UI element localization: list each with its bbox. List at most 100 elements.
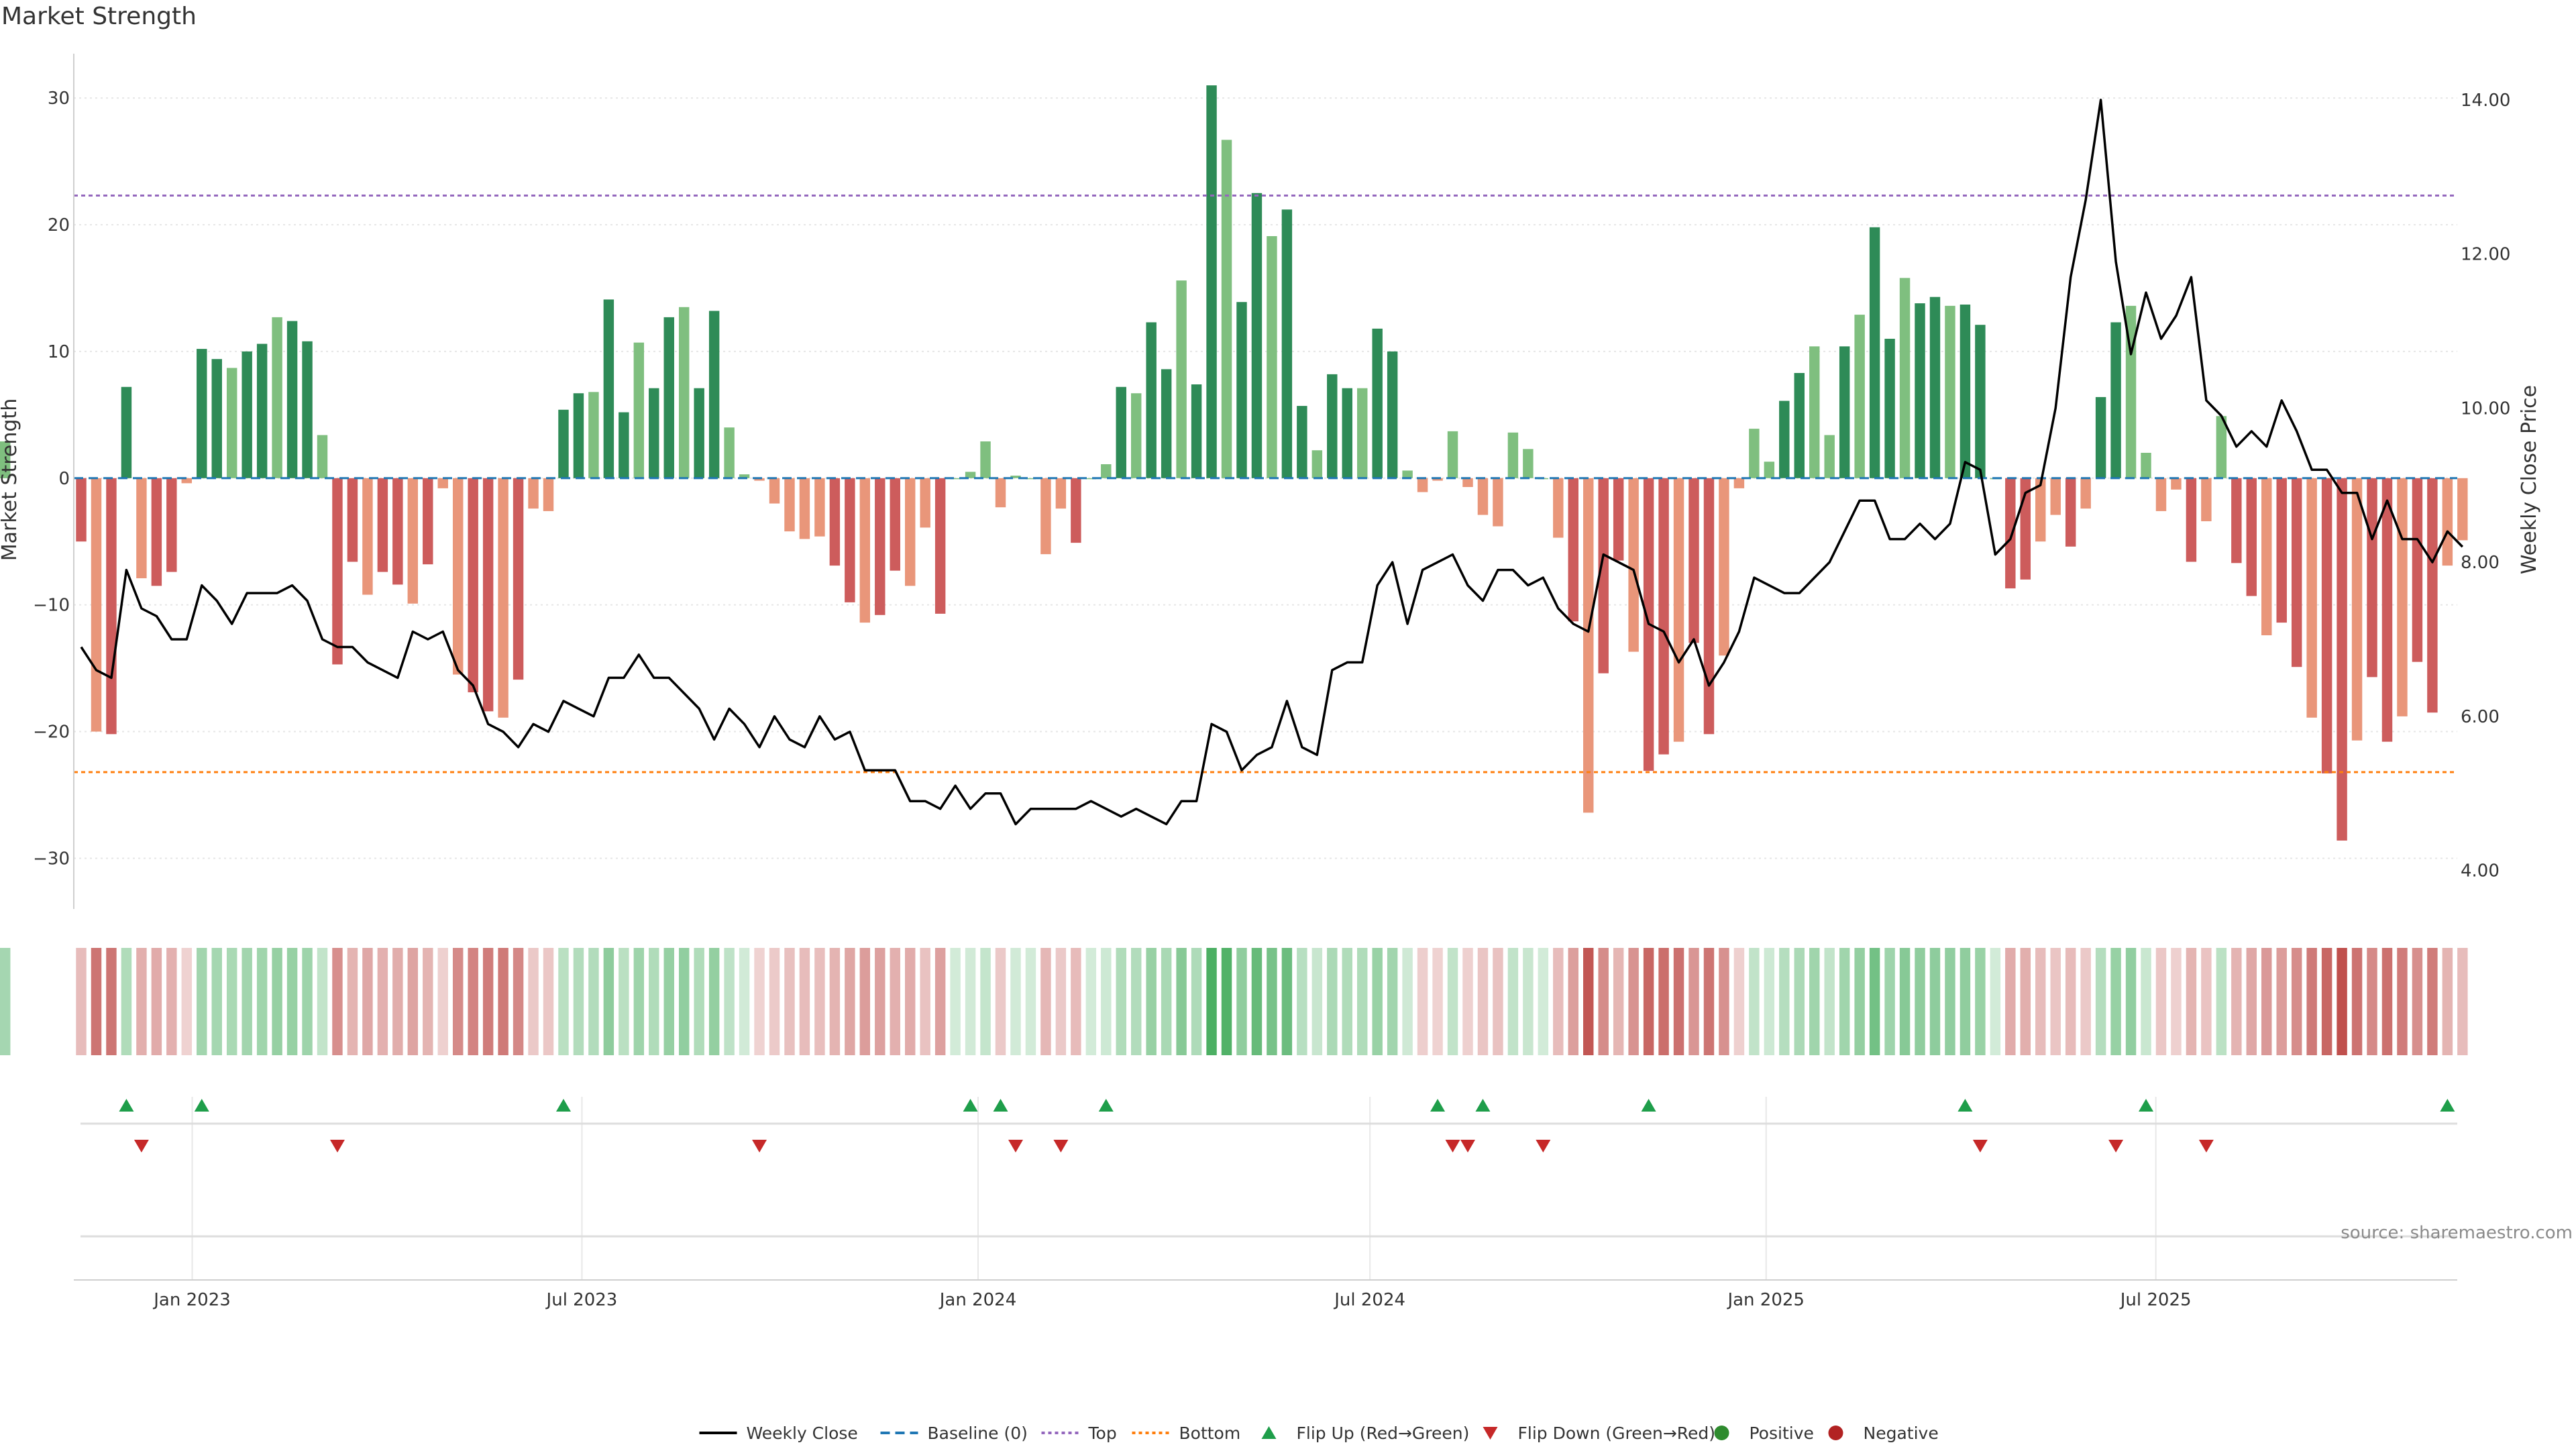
- heat-cell: [588, 948, 599, 1055]
- y-tick-label: −10: [33, 596, 70, 616]
- strength-bar: [1281, 209, 1293, 478]
- strength-bar: [407, 478, 419, 604]
- heat-cell: [2442, 948, 2453, 1055]
- strength-bar: [272, 317, 282, 478]
- heat-cell: [950, 948, 961, 1055]
- heat-cell: [1673, 948, 1684, 1055]
- strength-bar: [1477, 478, 1489, 515]
- strength-bar: [1628, 478, 1639, 652]
- strength-bar: [934, 478, 946, 614]
- heat-cell: [2337, 948, 2347, 1055]
- heat-cell: [739, 948, 750, 1055]
- strength-bar: [2155, 478, 2167, 511]
- heat-cell: [272, 948, 282, 1055]
- heat-cell: [619, 948, 629, 1055]
- heat-cell: [2291, 948, 2302, 1055]
- y2-tick-label: 12.00: [2461, 245, 2510, 265]
- strength-bar: [2216, 416, 2227, 478]
- heat-cell: [2397, 948, 2408, 1055]
- heat-cell: [1387, 948, 1398, 1055]
- strength-heat-band: [0, 948, 2468, 1055]
- heat-cell: [136, 948, 147, 1055]
- strength-bar: [814, 478, 825, 537]
- weekly-close-layer: [80, 99, 2464, 826]
- y-tick-label: 20: [48, 215, 70, 235]
- flip-up-marker: [555, 1099, 571, 1112]
- strength-bar: [2397, 478, 2408, 716]
- heat-cell: [2427, 948, 2438, 1055]
- heat-cell: [121, 948, 132, 1055]
- strength-bar: [920, 478, 930, 528]
- strength-bar: [226, 368, 237, 478]
- flip-up-marker: [194, 1099, 209, 1112]
- heat-cell: [498, 948, 508, 1055]
- heat-cell: [91, 948, 102, 1055]
- heat-cell: [678, 948, 690, 1055]
- heat-cell: [2321, 948, 2332, 1055]
- heat-cell: [934, 948, 946, 1055]
- strength-bar: [708, 311, 720, 478]
- strength-bar: [1598, 478, 1609, 674]
- heat-cell: [920, 948, 930, 1055]
- strength-bar: [1779, 400, 1790, 478]
- strength-bar: [2141, 453, 2151, 478]
- heat-cell: [2231, 948, 2242, 1055]
- strength-bar: [1809, 346, 1820, 478]
- heat-cell: [1809, 948, 1820, 1055]
- flip-up-marker: [993, 1099, 1008, 1112]
- strength-bar: [2261, 478, 2272, 635]
- strength-bar: [392, 478, 403, 585]
- strength-bar: [286, 321, 298, 478]
- heat-cell: [2005, 948, 2016, 1055]
- strength-bar: [468, 478, 478, 692]
- strength-bar: [904, 478, 916, 586]
- strength-bar: [362, 478, 373, 595]
- heat-cell: [1899, 948, 1911, 1055]
- strength-bar: [1131, 393, 1142, 478]
- heat-cell: [904, 948, 916, 1055]
- heat-cell: [1960, 948, 1971, 1055]
- y2-tick-label: 10.00: [2461, 398, 2510, 419]
- heat-cell: [1146, 948, 1157, 1055]
- strength-bar: [724, 427, 735, 478]
- heat-cell: [1432, 948, 1443, 1055]
- strength-bar: [1794, 373, 1805, 478]
- strength-bar: [1899, 278, 1911, 478]
- strength-bar: [1553, 478, 1564, 538]
- legend-label: Positive: [1750, 1424, 1814, 1443]
- strength-bar: [2306, 478, 2317, 718]
- heat-cell: [2276, 948, 2287, 1055]
- strength-bar: [482, 478, 494, 712]
- strength-bar: [573, 393, 584, 478]
- heat-cell: [106, 948, 117, 1055]
- strength-bar: [1658, 478, 1669, 755]
- heat-cell: [2351, 948, 2363, 1055]
- strength-bar: [1357, 388, 1368, 478]
- heat-cell: [468, 948, 478, 1055]
- source-note: source: sharemaestro.com: [2341, 1223, 2573, 1243]
- heat-cell: [1493, 948, 1503, 1055]
- legend-item: Baseline (0): [880, 1424, 1028, 1443]
- heat-cell: [1598, 948, 1609, 1055]
- strength-bar: [2095, 396, 2106, 478]
- axes: 30 20 10 0 −10 −20 −30 14.00 12.00 10.00 8.00 6.00 4…: [33, 54, 2510, 1310]
- strength-bar: [1071, 478, 1081, 543]
- heat-cell: [1221, 948, 1232, 1055]
- heat-cell: [1884, 948, 1895, 1055]
- heat-cell: [1643, 948, 1654, 1055]
- heat-cell: [151, 948, 162, 1055]
- reference-lines: [74, 195, 2457, 773]
- strength-bar: [1251, 193, 1263, 478]
- strength-bar: [2427, 478, 2438, 713]
- strength-bar: [965, 472, 976, 478]
- heat-cell: [1342, 948, 1352, 1055]
- legend-swatch: [1261, 1426, 1277, 1439]
- strength-bar: [845, 478, 855, 602]
- strength-bar: [1236, 302, 1247, 478]
- legend-label: Baseline (0): [928, 1424, 1028, 1443]
- heat-cell: [528, 948, 539, 1055]
- strength-bar: [332, 478, 343, 665]
- heat-cell: [2110, 948, 2121, 1055]
- heat-cell: [694, 948, 704, 1055]
- strength-bar: [2110, 322, 2121, 478]
